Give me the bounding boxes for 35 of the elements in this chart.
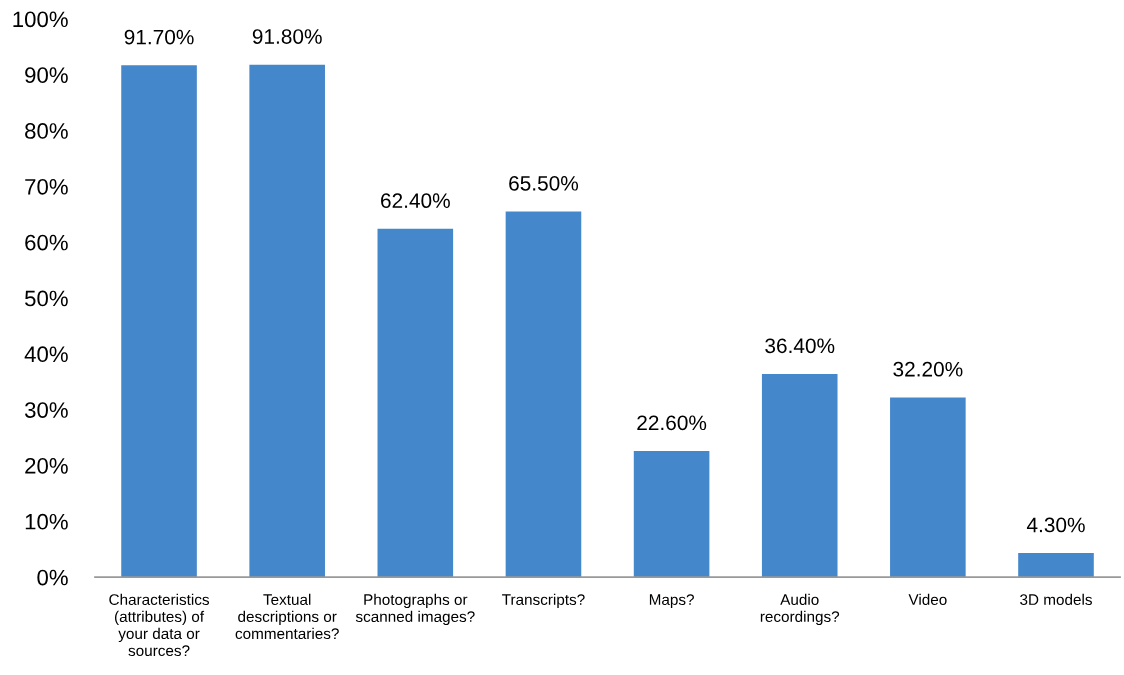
x-tick-label: 3D models xyxy=(1020,593,1092,606)
data-label: 36.40% xyxy=(765,338,835,354)
bar xyxy=(633,450,710,578)
y-tick-label: 80% xyxy=(25,123,68,139)
x-tick-label: Maps? xyxy=(649,594,694,609)
bar xyxy=(249,64,325,578)
x-tick-label: Transcripts? xyxy=(502,593,585,609)
x-tick-label: Characteristics (attributes) of your data or sources? xyxy=(109,593,210,657)
y-tick-label: 40% xyxy=(24,346,68,363)
y-tick-label: 60% xyxy=(25,234,68,251)
data-label: 4.30% xyxy=(1026,517,1085,533)
x-tick-label: Textual descriptions or commentaries? xyxy=(235,593,339,640)
data-label: 65.50% xyxy=(509,175,579,191)
x-tick-label: Photographs or scanned images? xyxy=(355,593,475,626)
y-tick-label: 0% xyxy=(37,569,68,586)
y-tick-label: 90% xyxy=(25,67,68,83)
data-label: 32.20% xyxy=(893,361,963,377)
data-label: 22.60% xyxy=(637,415,707,431)
bar xyxy=(1018,553,1094,578)
bar xyxy=(505,211,582,578)
y-tick-label: 30% xyxy=(24,402,68,418)
data-label: 91.80% xyxy=(252,29,322,44)
y-tick-label: 20% xyxy=(25,458,68,474)
bar xyxy=(377,228,454,578)
y-tick-label: 10% xyxy=(25,513,68,530)
x-tick-label: Audio recordings? xyxy=(760,593,840,626)
y-tick-label: 70% xyxy=(25,178,68,195)
data-label: 91.70% xyxy=(124,29,194,45)
y-tick-label: 50% xyxy=(25,290,68,307)
bar xyxy=(121,65,197,578)
bar xyxy=(890,397,966,578)
data-label: 62.40% xyxy=(381,193,450,209)
x-tick-label: Video xyxy=(908,593,947,606)
y-tick-label: 100% xyxy=(13,11,68,28)
bar xyxy=(761,373,838,578)
